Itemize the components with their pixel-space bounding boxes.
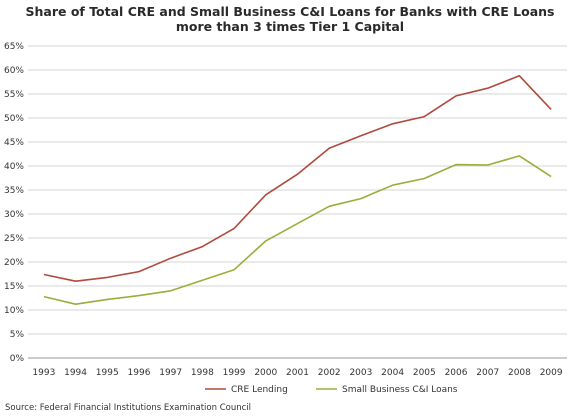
- y-tick-label: 35%: [4, 186, 24, 196]
- y-tick-label: 55%: [4, 90, 24, 100]
- x-axis-ticks: 1993 1994 1995 1996 1997 1998 1999 2000 2001 2002…: [32, 368, 562, 378]
- x-tick-label: 2002: [318, 368, 341, 378]
- y-tick-label: 30%: [4, 210, 24, 220]
- legend-label: Small Business C&I Loans: [342, 385, 458, 395]
- series-line: [43, 155, 552, 306]
- x-tick-label: 2001: [286, 368, 309, 378]
- y-tick-label: 20%: [4, 258, 24, 268]
- x-tick-label: 2007: [476, 368, 499, 378]
- y-axis-ticks: 0% 5% 10% 15% 20% 25% 30% 35% 40% 45% 50% 55% 60% 65%: [4, 42, 24, 364]
- x-tick-label: 2005: [413, 368, 436, 378]
- chart-title-line-1: Share of Total CRE and Small Business C&…: [25, 4, 554, 19]
- source-note: Source: Federal Financial Institutions E…: [5, 403, 252, 413]
- y-tick-label: 50%: [4, 114, 24, 124]
- legend: CRE Lending Small Business C&I Loans: [205, 385, 458, 395]
- x-tick-label: 1998: [191, 368, 214, 378]
- x-tick-label: 1999: [223, 368, 246, 378]
- y-tick-label: 60%: [4, 66, 24, 76]
- x-tick-label: 2006: [445, 368, 468, 378]
- y-tick-label: 25%: [4, 234, 24, 244]
- series-lines: [43, 75, 552, 306]
- x-tick-label: 2003: [349, 368, 372, 378]
- y-tick-label: 40%: [4, 162, 24, 172]
- x-tick-label: 2009: [540, 368, 563, 378]
- series-line: [43, 75, 552, 283]
- x-tick-label: 1997: [159, 368, 182, 378]
- x-tick-label: 1996: [128, 368, 151, 378]
- x-tick-label: 1994: [64, 368, 87, 378]
- y-tick-label: 45%: [4, 138, 24, 148]
- y-tick-label: 65%: [4, 42, 24, 52]
- x-tick-label: 1995: [96, 368, 119, 378]
- chart-title-line-2: more than 3 times Tier 1 Capital: [176, 19, 404, 34]
- x-tick-label: 2004: [381, 368, 404, 378]
- y-tick-label: 15%: [4, 282, 24, 292]
- legend-label: CRE Lending: [231, 385, 288, 395]
- x-tick-label: 1993: [32, 368, 55, 378]
- x-tick-label: 2008: [508, 368, 531, 378]
- y-tick-label: 10%: [4, 306, 24, 316]
- y-tick-label: 0%: [10, 354, 25, 364]
- y-tick-label: 5%: [10, 330, 25, 340]
- x-tick-label: 2000: [254, 368, 277, 378]
- gridlines: [28, 45, 567, 359]
